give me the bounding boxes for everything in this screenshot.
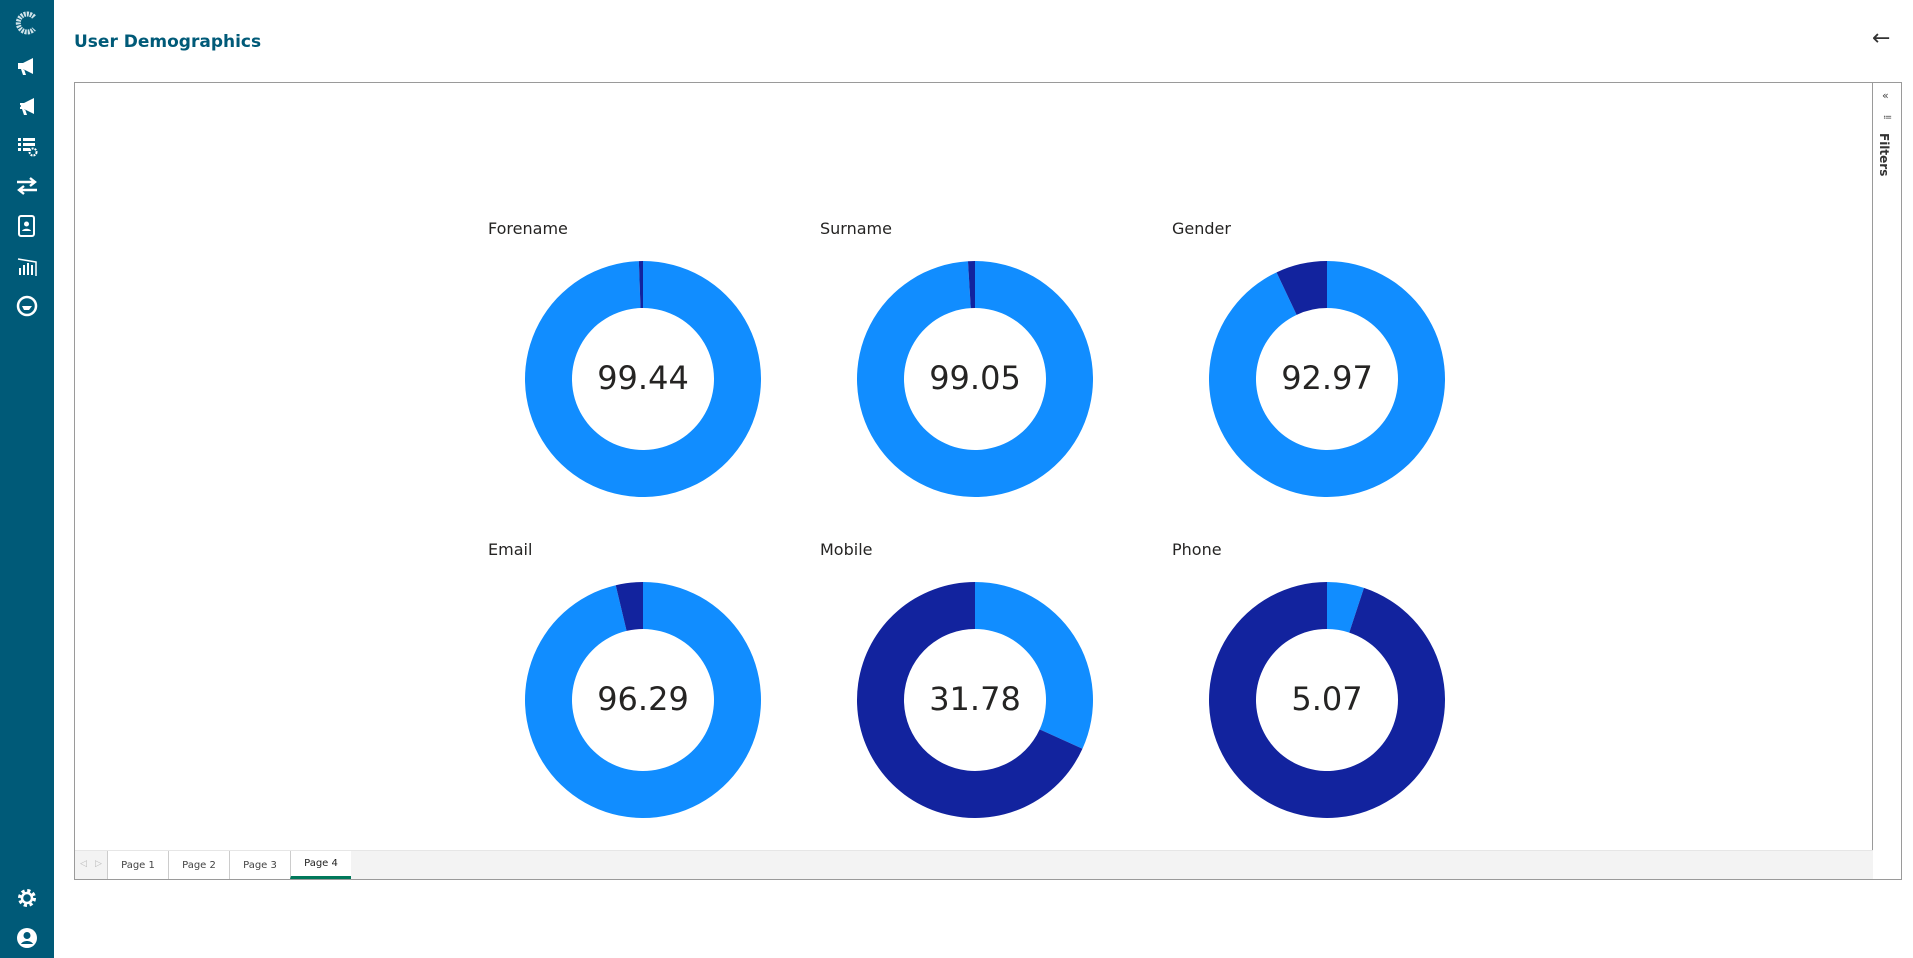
slice-filled[interactable] <box>1209 261 1445 497</box>
slice-filled[interactable] <box>857 261 1093 497</box>
donut-value-label: 92.97 <box>1281 359 1373 397</box>
slice-filled[interactable] <box>525 261 761 497</box>
slice-missing[interactable] <box>615 582 643 631</box>
page-title: User Demographics <box>74 32 262 52</box>
logo-icon[interactable] <box>12 8 42 38</box>
donut-value-label: 31.78 <box>929 680 1021 718</box>
settings-icon[interactable] <box>12 883 42 913</box>
report-frame: Forename 99.44 Surname 99.05 Gender 92.97 Emai… <box>74 82 1902 880</box>
slice-filled[interactable] <box>1327 582 1364 633</box>
donut-chart[interactable] <box>525 582 761 818</box>
tab-page-4[interactable]: Page 4 <box>290 851 351 879</box>
tab-page-1[interactable]: Page 1 <box>107 851 168 879</box>
next-page-icon[interactable]: ▷ <box>95 859 102 869</box>
donut-chart[interactable] <box>525 261 761 497</box>
chart-title: Phone <box>1172 540 1222 559</box>
slice-missing[interactable] <box>638 261 643 309</box>
slice-missing[interactable] <box>1209 582 1445 818</box>
collapse-chevron-icon[interactable]: « <box>1882 89 1889 102</box>
donut-chart[interactable] <box>857 261 1093 497</box>
tab-page-2[interactable]: Page 2 <box>168 851 229 879</box>
donut-chart[interactable] <box>1209 582 1445 818</box>
chart-title: Gender <box>1172 219 1231 238</box>
donut-value-label: 99.44 <box>597 359 689 397</box>
donut-value-label: 99.05 <box>929 359 1021 397</box>
chart-title: Email <box>488 540 533 559</box>
reports-icon[interactable] <box>12 251 42 281</box>
tab-page-3[interactable]: Page 3 <box>229 851 290 879</box>
donut-value-label: 96.29 <box>597 680 689 718</box>
slice-missing[interactable] <box>1276 261 1327 315</box>
transfer-icon[interactable] <box>12 171 42 201</box>
support-icon[interactable] <box>12 291 42 321</box>
arrow-left-icon[interactable]: ← <box>1872 26 1891 51</box>
chart-title: Mobile <box>820 540 873 559</box>
filters-pane[interactable]: « ≔ Filters <box>1872 83 1901 853</box>
filter-icon: ≔ <box>1883 113 1892 123</box>
slice-missing[interactable] <box>857 582 1083 818</box>
megaphone-icon[interactable] <box>12 51 42 81</box>
prev-page-icon[interactable]: ◁ <box>80 859 87 869</box>
chart-title: Forename <box>488 219 568 238</box>
donut-chart[interactable] <box>1209 261 1445 497</box>
profile-icon[interactable] <box>12 923 42 953</box>
donut-value-label: 5.07 <box>1291 680 1363 718</box>
list-settings-icon[interactable] <box>12 131 42 161</box>
donut-chart[interactable] <box>857 582 1093 818</box>
slice-missing[interactable] <box>967 261 975 309</box>
megaphone-add-icon[interactable] <box>12 91 42 121</box>
chart-title: Surname <box>820 219 892 238</box>
sidebar <box>0 0 54 958</box>
filters-label[interactable]: Filters <box>1877 133 1891 177</box>
page-tabs: ◁ ▷ Page 1 Page 2 Page 3 Page 4 <box>75 850 1873 879</box>
slice-filled[interactable] <box>975 582 1093 749</box>
slice-filled[interactable] <box>525 582 761 818</box>
contacts-icon[interactable] <box>12 211 42 241</box>
